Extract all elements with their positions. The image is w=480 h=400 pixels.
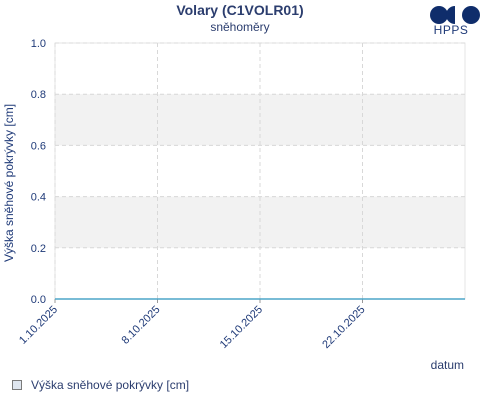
y-tick-label: 0.0 [31,294,46,306]
x-axis-label: datum [430,358,464,372]
hpps-logo [430,6,480,24]
y-axis-label: Výška sněhové pokrývky [cm] [2,104,16,262]
chart-title: Volary (C1VOLR01) [176,2,304,18]
x-tick-label: 22.10.2025 [320,304,367,351]
y-tick-label: 0.4 [31,192,46,204]
y-tick-label: 1.0 [31,38,46,50]
chart-subtitle: sněhoměry [210,20,270,34]
y-tick-label: 0.6 [31,140,46,152]
y-tick-label: 0.8 [31,89,46,101]
x-tick-label: 8.10.2025 [120,304,163,347]
x-tick-label: 1.10.2025 [17,304,60,347]
hpps-logo-text: HPPS [433,23,469,37]
legend-marker [12,380,22,390]
x-tick-label: 15.10.2025 [218,304,265,351]
legend: Výška sněhové pokrývky [cm] [12,378,189,392]
y-tick-label: 0.2 [31,243,46,255]
legend-label: Výška sněhové pokrývky [cm] [31,378,190,392]
